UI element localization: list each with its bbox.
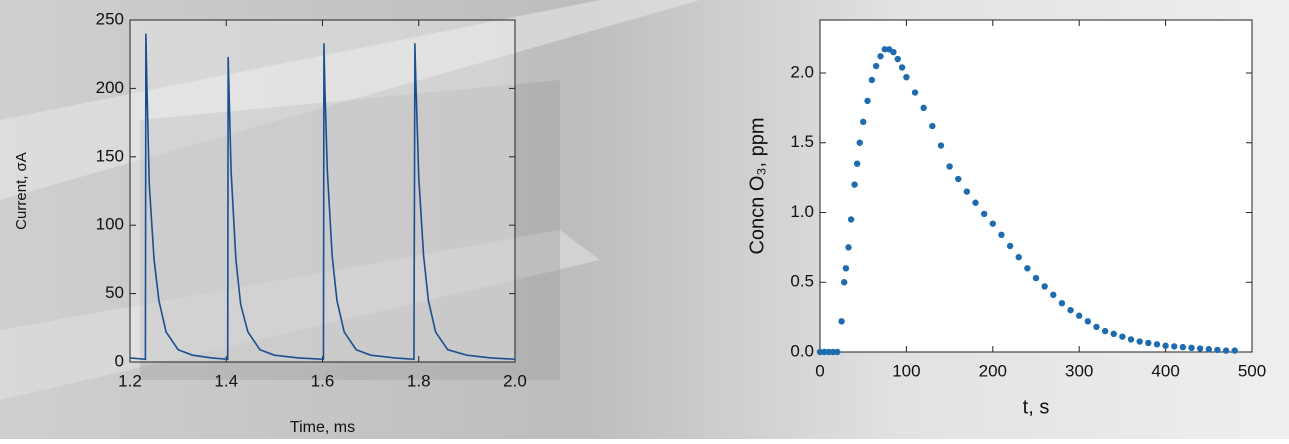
data-point bbox=[1024, 265, 1031, 272]
y-tick-label: 50 bbox=[105, 283, 124, 302]
data-point bbox=[911, 89, 919, 96]
data-point bbox=[1179, 343, 1187, 351]
data-point bbox=[929, 122, 936, 130]
x-tick-label: 2.0 bbox=[503, 371, 527, 390]
data-point bbox=[1041, 283, 1048, 290]
x-axis-label: t, s bbox=[1023, 396, 1050, 418]
x-tick-label: 100 bbox=[892, 361, 920, 380]
data-point bbox=[903, 73, 910, 81]
data-point bbox=[1119, 333, 1126, 340]
data-point bbox=[963, 188, 971, 195]
data-point bbox=[946, 163, 953, 170]
data-point bbox=[1188, 344, 1195, 352]
data-point bbox=[1067, 306, 1074, 314]
y-axis-label: Concn O₃, ppm bbox=[746, 117, 768, 254]
x-tick-label: 1.4 bbox=[214, 371, 238, 390]
y-tick-label: 150 bbox=[96, 146, 124, 165]
data-point bbox=[1231, 347, 1238, 354]
y-tick-label: 0.5 bbox=[790, 272, 814, 291]
y-tick-label: 100 bbox=[96, 215, 124, 234]
data-point bbox=[1084, 318, 1092, 325]
data-point bbox=[1136, 338, 1143, 345]
x-tick-label: 0 bbox=[815, 361, 824, 380]
data-point bbox=[894, 55, 901, 63]
data-point bbox=[898, 64, 906, 71]
data-point bbox=[838, 318, 845, 325]
x-tick-label: 200 bbox=[979, 361, 1007, 380]
data-point bbox=[864, 97, 871, 105]
data-point bbox=[972, 199, 979, 206]
data-point bbox=[872, 62, 880, 70]
x-tick-label: 1.6 bbox=[311, 371, 335, 390]
data-point bbox=[1015, 253, 1022, 261]
y-tick-label: 0 bbox=[115, 351, 124, 370]
data-point bbox=[1050, 291, 1057, 299]
plot-area bbox=[820, 20, 1252, 352]
data-point bbox=[1101, 327, 1109, 335]
y-tick-label: 250 bbox=[96, 9, 124, 28]
data-point bbox=[1076, 312, 1083, 319]
y-tick-label: 200 bbox=[96, 78, 124, 97]
data-point bbox=[955, 175, 962, 183]
data-point bbox=[1196, 345, 1204, 352]
data-point bbox=[834, 348, 841, 356]
data-point bbox=[1162, 342, 1169, 349]
x-tick-label: 1.8 bbox=[407, 371, 431, 390]
data-point bbox=[877, 53, 884, 60]
data-point bbox=[1171, 343, 1178, 350]
axes-frame bbox=[819, 19, 1253, 353]
y-tick-label: 0.0 bbox=[790, 341, 814, 360]
data-point bbox=[853, 160, 861, 167]
data-point bbox=[842, 265, 850, 272]
data-point bbox=[1093, 323, 1100, 331]
data-point bbox=[980, 210, 988, 218]
data-point bbox=[1222, 347, 1230, 354]
x-tick-label: 1.2 bbox=[118, 371, 142, 390]
x-tick-label: 300 bbox=[1065, 361, 1093, 380]
y-tick-label: 2.0 bbox=[790, 62, 814, 81]
data-point bbox=[1032, 274, 1040, 282]
data-point bbox=[937, 142, 945, 149]
y-axis-label: Current, σA bbox=[13, 152, 30, 230]
x-axis-label: Time, ms bbox=[290, 419, 355, 436]
x-tick-label: 500 bbox=[1238, 361, 1266, 380]
data-point bbox=[868, 76, 876, 84]
data-point bbox=[1110, 330, 1117, 338]
background-shape bbox=[0, 230, 600, 400]
data-point bbox=[1145, 339, 1152, 347]
background-shape bbox=[0, 0, 700, 200]
data-point bbox=[840, 279, 848, 286]
x-tick-label: 400 bbox=[1151, 361, 1179, 380]
y-tick-label: 1.5 bbox=[790, 132, 814, 151]
background-shape bbox=[140, 80, 560, 380]
data-point bbox=[847, 216, 855, 223]
plot-area bbox=[130, 20, 515, 362]
data-point bbox=[845, 244, 852, 251]
data-point bbox=[856, 139, 863, 146]
data-point bbox=[860, 118, 867, 126]
data-point bbox=[1214, 346, 1221, 354]
data-point bbox=[1058, 299, 1066, 307]
data-point bbox=[890, 48, 897, 56]
data-point bbox=[920, 104, 927, 112]
data-point bbox=[1153, 341, 1161, 348]
data-line bbox=[129, 33, 516, 361]
data-point bbox=[1006, 242, 1014, 250]
data-point bbox=[1205, 346, 1213, 353]
data-point bbox=[998, 231, 1005, 239]
data-point bbox=[989, 220, 996, 227]
data-point bbox=[1127, 336, 1135, 343]
data-point bbox=[851, 181, 858, 188]
y-tick-label: 1.0 bbox=[790, 202, 814, 221]
